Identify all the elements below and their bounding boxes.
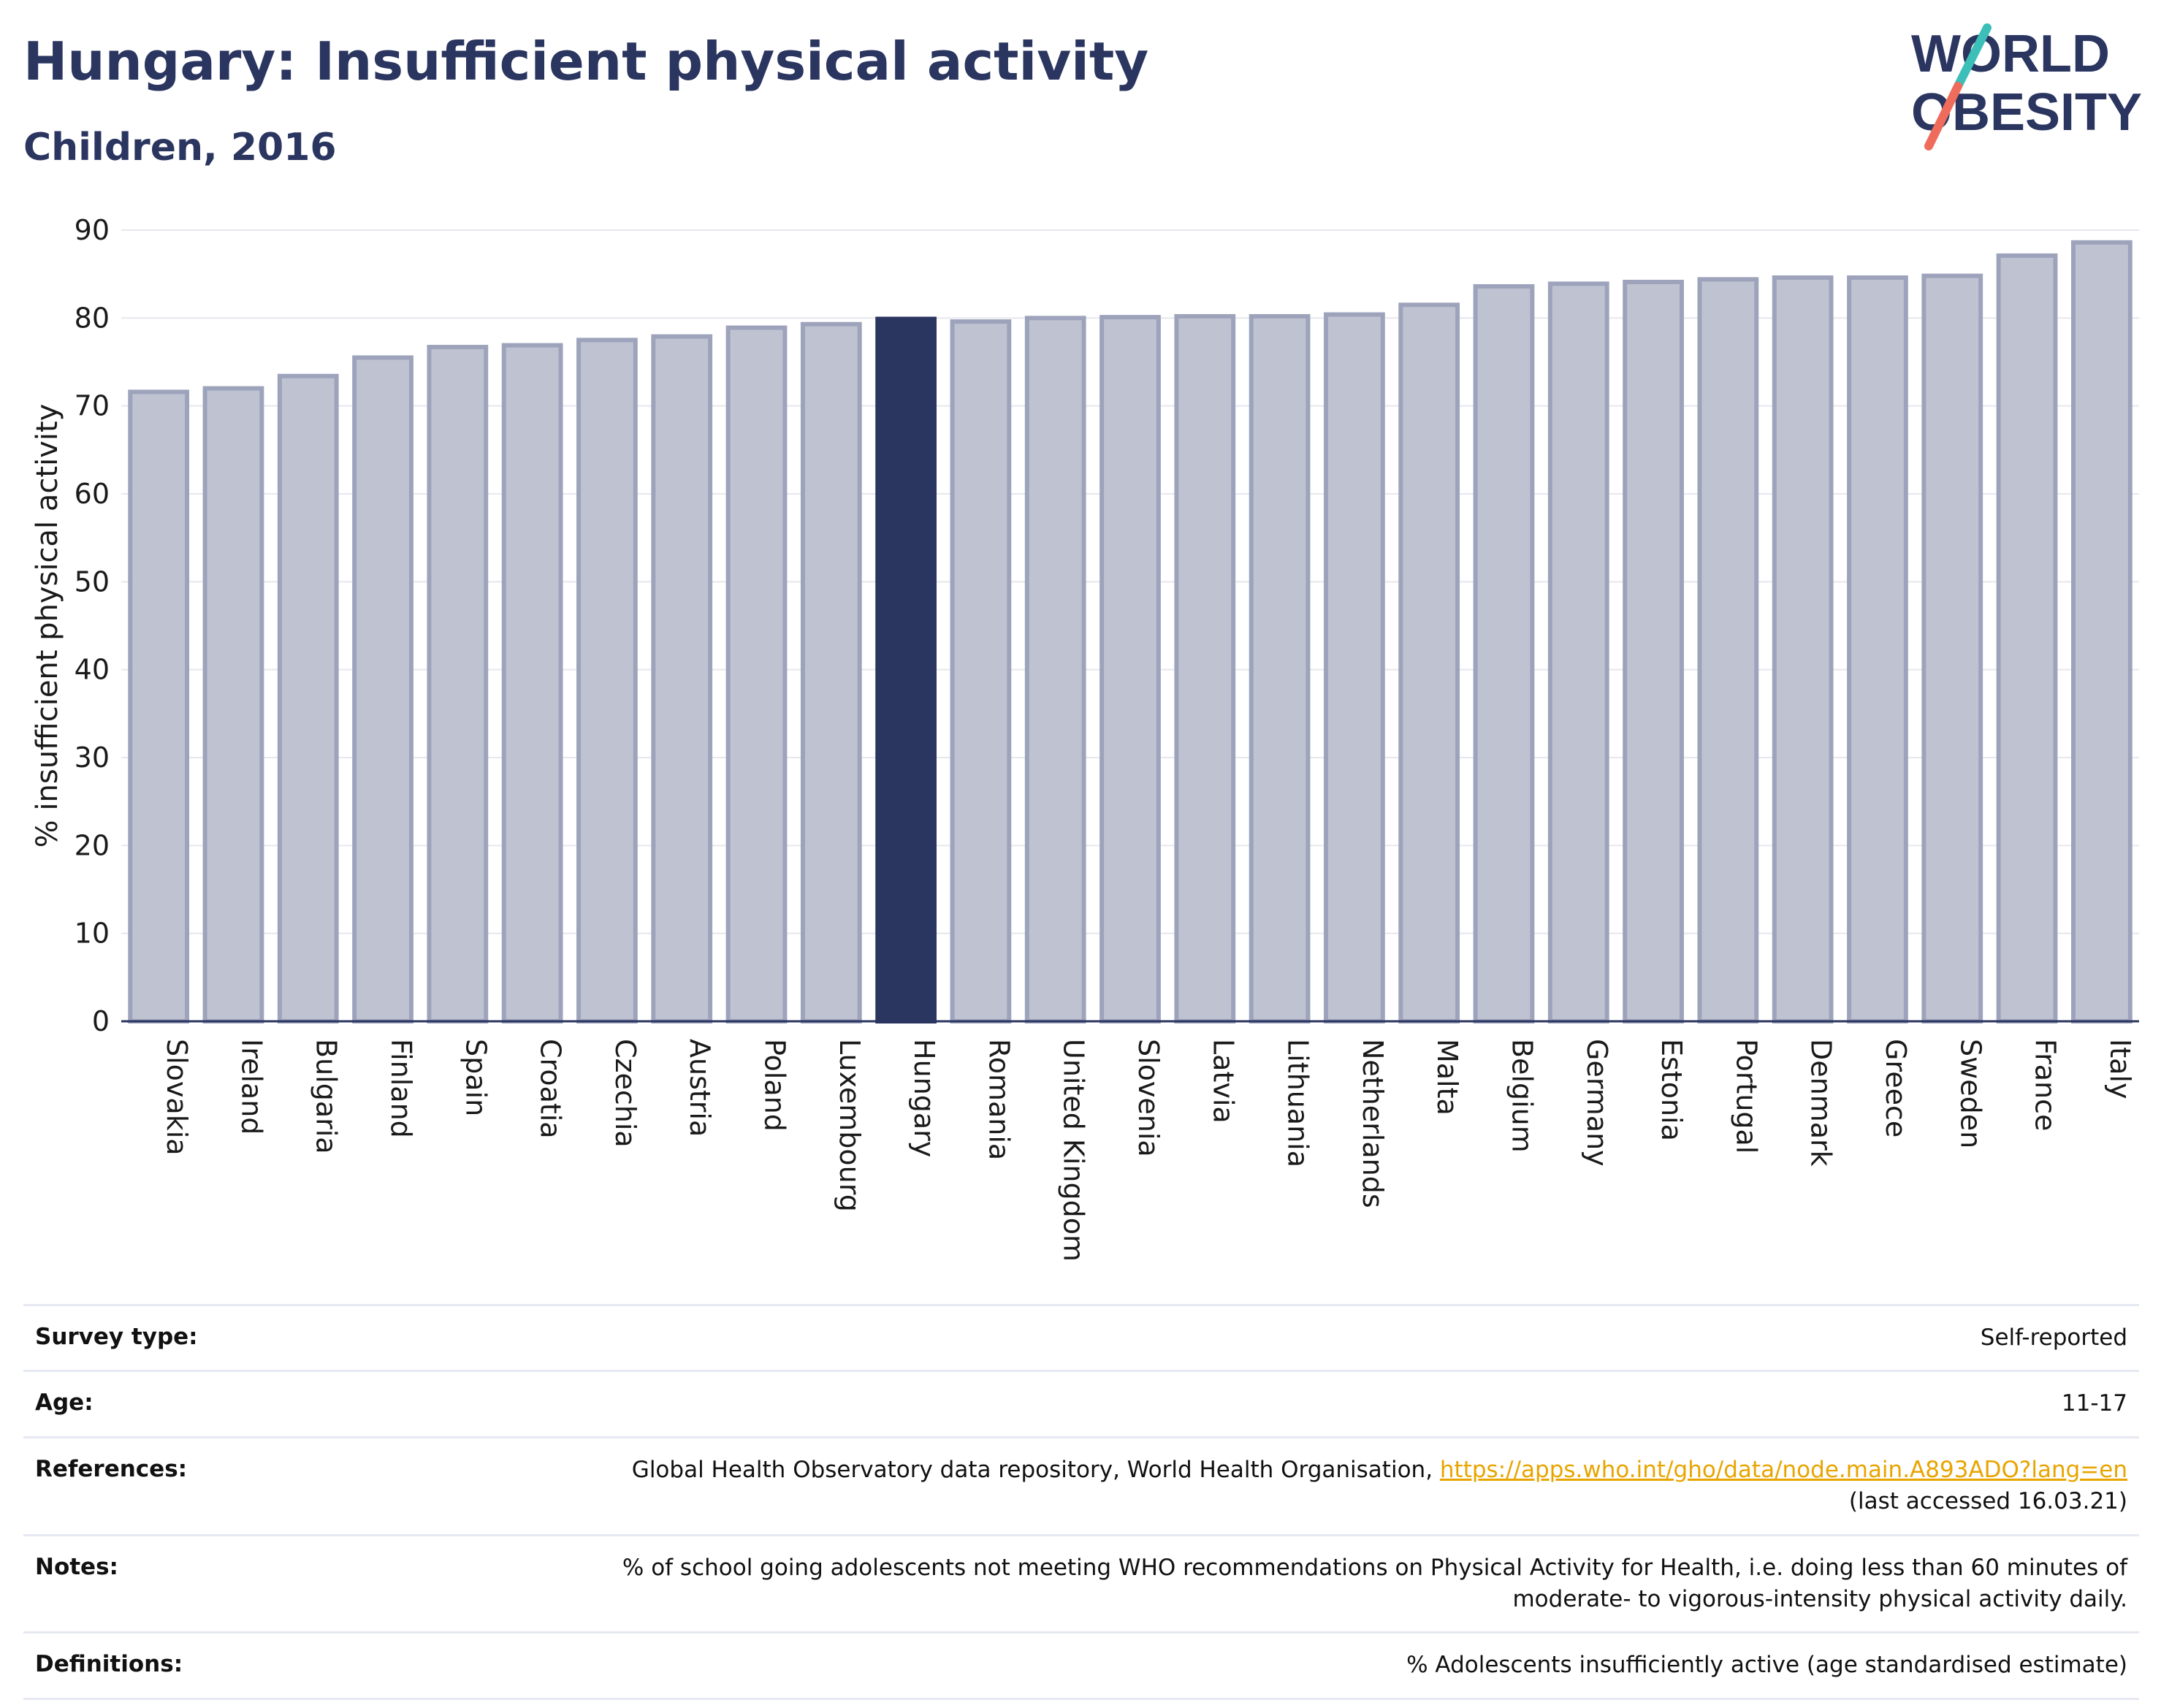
info-row-definitions: Definitions: % Adolescents insufficientl… [23,1631,2139,1700]
y-tick-label: 40 [75,654,110,686]
world-obesity-logo: WORLD OBESITY [1911,23,2142,150]
x-tick-label: Austria [684,1039,716,1137]
x-tick-label: Sweden [1954,1039,1986,1148]
bar-slovakia [128,389,190,1023]
x-tick-label: Malta [1431,1039,1463,1116]
bar-france [1996,253,2058,1024]
bar-malta [1398,302,1460,1024]
bar-finland [352,355,413,1023]
notes-line1: % of school going adolescents not meetin… [622,1554,2127,1581]
x-tick-label: Czechia [609,1039,641,1148]
x-tick-label: Spain [460,1039,492,1116]
notes-label: Notes: [35,1553,118,1580]
y-axis-title: % insufficient physical activity [31,404,64,848]
bar-bulgaria [277,373,339,1023]
x-tick-label: Germany [1581,1039,1613,1167]
x-tick-label: Hungary [908,1039,940,1157]
bar-belgium [1473,284,1535,1024]
y-axis-ticks: 0 10 20 30 40 50 60 70 80 90 [75,214,110,1037]
bar-czechia [576,338,638,1023]
info-row-notes: Notes: % of school going adolescents not… [23,1533,2139,1632]
x-tick-label: Portugal [1730,1039,1762,1154]
x-tick-label: Netherlands [1357,1039,1389,1208]
bar-slovenia [1099,315,1161,1023]
y-tick-label: 70 [75,390,110,422]
y-tick-label: 30 [75,741,110,774]
bar-romania [950,319,1012,1023]
bar-denmark [1772,275,1834,1024]
y-tick-label: 60 [75,478,110,510]
x-tick-label: Greece [1880,1039,1912,1137]
x-axis-labels: Slovakia Ireland Bulgaria Finland Spain Croat… [161,1039,2136,1262]
y-tick-label: 10 [75,918,110,950]
logo-slash-teal [1954,23,1992,91]
bar-poland [725,325,788,1023]
bar-hungary [875,316,937,1023]
info-row-survey-type: Survey type: Self-reported [23,1304,2139,1370]
bar-croatia [501,343,563,1024]
x-tick-label: Bulgaria [310,1039,343,1154]
x-tick-label: Estonia [1655,1039,1688,1141]
x-tick-label: Slovakia [161,1039,193,1156]
bar-germany [1547,281,1609,1024]
info-row-references: References: Global Health Observatory da… [23,1436,2139,1534]
definitions-value: % Adolescents insufficiently active (age… [1406,1652,2127,1679]
y-tick-label: 20 [75,829,110,861]
logo-line1: WORLD [1911,25,2110,83]
bar-ireland [202,386,264,1024]
chart-title: Hungary: Insufficient physical activity [23,31,1149,92]
x-tick-label: United Kingdom [1058,1039,1090,1262]
x-tick-label: Finland [385,1039,417,1138]
notes-value: % of school going adolescents not meetin… [622,1552,2127,1616]
y-tick-label: 80 [75,302,110,334]
definitions-label: Definitions: [35,1651,183,1678]
x-tick-label: Belgium [1506,1039,1538,1153]
bar-spain [427,345,489,1023]
age-label: Age: [35,1389,94,1417]
x-tick-label: Luxembourg [834,1039,866,1212]
x-tick-label: Lithuania [1282,1039,1314,1167]
bar-netherlands [1324,312,1385,1023]
info-row-age: Age: 11-17 [23,1370,2139,1436]
references-value: Global Health Observatory data repositor… [632,1455,2127,1518]
bars [128,240,2133,1024]
bar-austria [651,334,713,1023]
bar-greece [1847,275,1908,1024]
x-tick-label: Latvia [1207,1039,1239,1124]
info-table: Survey type: Self-reported Age: 11-17 Re… [23,1304,2139,1700]
references-link[interactable]: https://apps.who.int/gho/data/node.main.… [1439,1456,2127,1483]
bar-estonia [1623,279,1684,1024]
references-label: References: [35,1455,188,1482]
bar-luxembourg [800,321,862,1024]
y-tick-label: 0 [92,1005,110,1037]
survey-type-value: Self-reported [1980,1324,2127,1351]
bar-italy [2070,240,2133,1023]
x-tick-label: Ireland [235,1039,267,1135]
bar-lithuania [1249,313,1311,1023]
chart-subtitle: Children, 2016 [23,126,337,169]
references-text: Global Health Observatory data repositor… [631,1456,1440,1483]
bar-united-kingdom [1024,316,1086,1024]
references-suffix: (last accessed 16.03.21) [1848,1488,2127,1515]
bar-sweden [1921,273,1983,1024]
logo-slash-coral [1924,82,1962,150]
bar-portugal [1697,277,1759,1024]
x-tick-label: Croatia [535,1039,567,1139]
bar-chart: 0 10 20 30 40 50 60 70 80 90 Slovakia Ireland Bulga… [31,214,2139,1262]
x-tick-label: Italy [2104,1039,2136,1099]
x-tick-label: Poland [759,1039,791,1132]
survey-type-label: Survey type: [35,1324,198,1350]
y-tick-label: 50 [75,565,110,598]
x-tick-label: Denmark [1805,1039,1837,1167]
notes-line2: moderate- to vigorous-intensity physical… [1512,1585,2127,1612]
age-value: 11-17 [2061,1390,2127,1417]
x-tick-label: France [2029,1039,2062,1131]
x-tick-label: Romania [983,1039,1015,1160]
bar-latvia [1174,313,1236,1023]
x-tick-label: Slovenia [1132,1039,1165,1157]
y-tick-label: 90 [75,214,110,246]
